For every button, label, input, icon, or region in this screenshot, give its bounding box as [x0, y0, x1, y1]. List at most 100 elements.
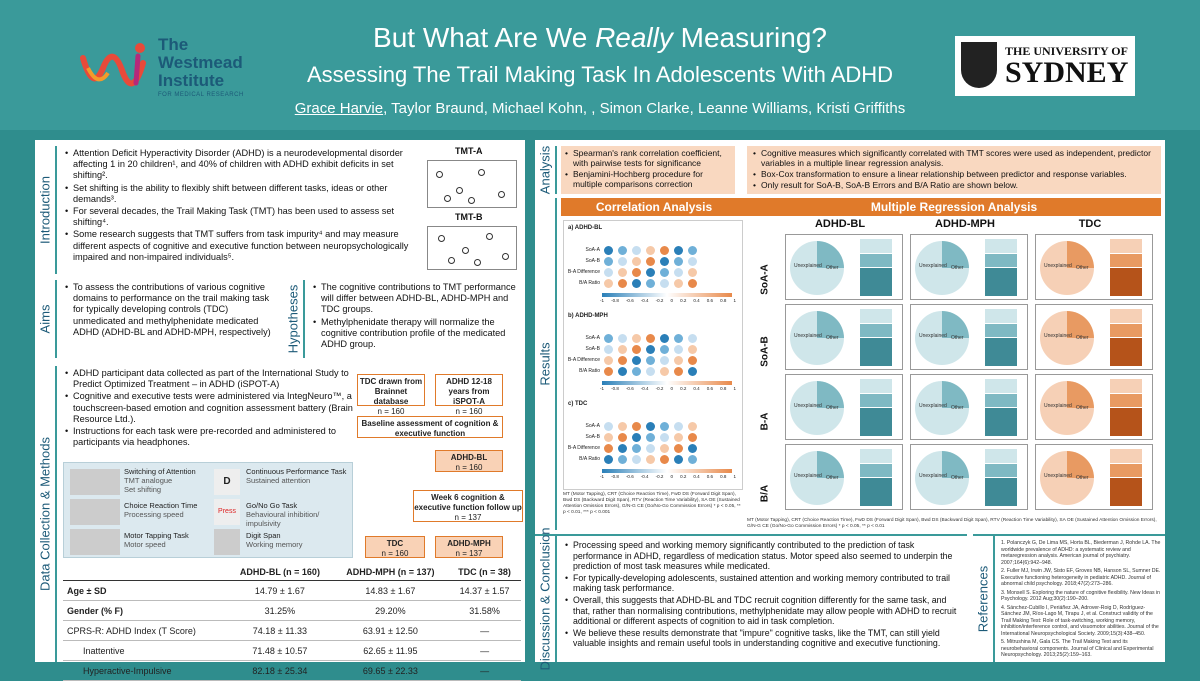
correlation-dot [674, 444, 683, 453]
analysis-label: Analysis [537, 145, 553, 195]
correlation-dot [660, 246, 669, 255]
discussion-label: Discussion & Conclusion [537, 527, 553, 671]
contribution-bar [1110, 309, 1142, 367]
table-header-row: ADHD-BL (n = 160) ADHD-MPH (n = 137) TDC (… [63, 564, 521, 581]
discussion-section: Discussion & Conclusion Processing speed… [535, 527, 967, 671]
correlation-dot [604, 268, 613, 277]
flow-baseline: Baseline assessment of cognition & execu… [357, 416, 503, 438]
correlation-dot [632, 367, 641, 376]
analysis-section: Analysis Spearman's rank correlation coe… [535, 146, 735, 194]
switching-task-thumb [70, 469, 120, 495]
correlation-dot [688, 433, 697, 442]
variance-pie [915, 241, 969, 295]
references-section: References 1. Polanczyk G, De Lima MS, H… [973, 534, 1165, 662]
aims-text: To assess the contributions of various c… [63, 282, 273, 338]
contribution-bar [860, 309, 892, 367]
correlation-dot [660, 433, 669, 442]
correlation-dot [646, 444, 655, 453]
pie-label-other: Other [826, 405, 839, 411]
correlation-scale-bar [602, 381, 732, 385]
pie-label-unexplained: Unexplained [919, 473, 947, 479]
contribution-bar [1110, 239, 1142, 297]
correlation-row-label: B/A Ratio [579, 456, 600, 462]
poster-title: But What Are We Really Measuring? [373, 22, 827, 53]
correlation-dot [646, 279, 655, 288]
poster-subtitle: Assessing The Trail Making Task In Adole… [306, 62, 894, 87]
correlation-row-label: B/A Ratio [579, 368, 600, 374]
correlation-dot [688, 367, 697, 376]
westmead-logo-subtitle: FOR MEDICAL RESEARCH [158, 92, 244, 98]
contribution-bar [860, 449, 892, 507]
reg-row-b-over-a: B/A [759, 484, 771, 503]
correlation-dot [632, 279, 641, 288]
correlation-dot [646, 433, 655, 442]
pie-label-other: Other [826, 475, 839, 481]
reg-col-tdc: TDC [1078, 218, 1102, 230]
correlation-dot [632, 444, 641, 453]
correlation-dot [646, 268, 655, 277]
reg-row-soa-a: SoA-A [759, 264, 771, 295]
correlation-panel-title: b) ADHD-MPH [568, 313, 608, 319]
variance-pie [790, 311, 844, 365]
correlation-panels: a) ADHD-BL SoA-A SoA-B B-A Difference B/A Ra… [563, 220, 743, 490]
correlation-dot [660, 455, 669, 464]
correlation-dot [646, 367, 655, 376]
pie-label-other: Other [951, 335, 964, 341]
variance-pie [915, 381, 969, 435]
correlation-dot [674, 455, 683, 464]
correlation-dot [688, 455, 697, 464]
hypothesis-2: Methylphenidate therapy will normalize t… [311, 317, 523, 351]
correlation-row-label: SoA-B [585, 346, 600, 352]
regression-cell: Unexplained Other [910, 444, 1028, 510]
aims-label: Aims [37, 304, 53, 334]
correlation-dot [618, 433, 627, 442]
variance-pie [1040, 381, 1094, 435]
gonogo-thumb: Press [214, 499, 240, 525]
correlation-dot [604, 257, 613, 266]
correlation-dot [604, 444, 613, 453]
pie-label-unexplained: Unexplained [794, 473, 822, 479]
correlation-dot [618, 268, 627, 277]
correlation-dot [688, 279, 697, 288]
hypotheses-label: Hypotheses [285, 284, 301, 354]
correlation-dot [674, 279, 683, 288]
correlation-dot [660, 268, 669, 277]
correlation-dot [674, 268, 683, 277]
correlation-dot [688, 246, 697, 255]
correlation-dot [618, 422, 627, 431]
motor-tapping-thumb [70, 529, 120, 555]
table-row: Inattentive 71.48 ± 10.57 62.65 ± 11.95— [63, 640, 521, 661]
reg-col-adhd-bl: ADHD-BL [814, 218, 866, 230]
reg-row-b-a: B-A [759, 412, 771, 431]
demographics-table: ADHD-BL (n = 160) ADHD-MPH (n = 137) TDC (… [63, 564, 521, 681]
pie-label-other: Other [826, 265, 839, 271]
correlation-dot [604, 367, 613, 376]
correlation-dot [618, 345, 627, 354]
correlation-dot [618, 246, 627, 255]
correlation-dot [688, 422, 697, 431]
regression-cell: Unexplained Other [1035, 234, 1153, 300]
contribution-bar [985, 239, 1017, 297]
regression-cell: Unexplained Other [1035, 374, 1153, 440]
regression-cell: Unexplained Other [785, 234, 903, 300]
correlation-row-label: SoA-B [585, 258, 600, 264]
correlation-dot [646, 257, 655, 266]
introduction-bullets: Attention Deficit Hyperactivity Disorder… [63, 148, 413, 264]
reg-row-soa-b: SoA-B [759, 336, 771, 367]
references-list: 1. Polanczyk G, De Lima MS, Horta BL, Bi… [1001, 540, 1161, 658]
correlation-dot [688, 345, 697, 354]
pie-label-unexplained: Unexplained [1044, 333, 1072, 339]
correlation-dot [674, 422, 683, 431]
correlation-dot [674, 367, 683, 376]
correlation-dot [688, 444, 697, 453]
pie-label-other: Other [826, 335, 839, 341]
variance-pie [915, 451, 969, 505]
hypothesis-1: The cognitive contributions to TMT perfo… [311, 282, 523, 316]
regression-cell: Unexplained Other [910, 234, 1028, 300]
correlation-panel-title: a) ADHD-BL [568, 225, 603, 231]
correlation-scale-bar [602, 469, 732, 473]
flow-tdc-source: TDC drawn from Brainnet database n = 160 [357, 374, 425, 416]
correlation-dot [604, 345, 613, 354]
correlation-footnote: MT (Motor Tapping), CRT (Choice Reaction… [563, 492, 741, 515]
regression-cell: Unexplained Other [1035, 304, 1153, 370]
